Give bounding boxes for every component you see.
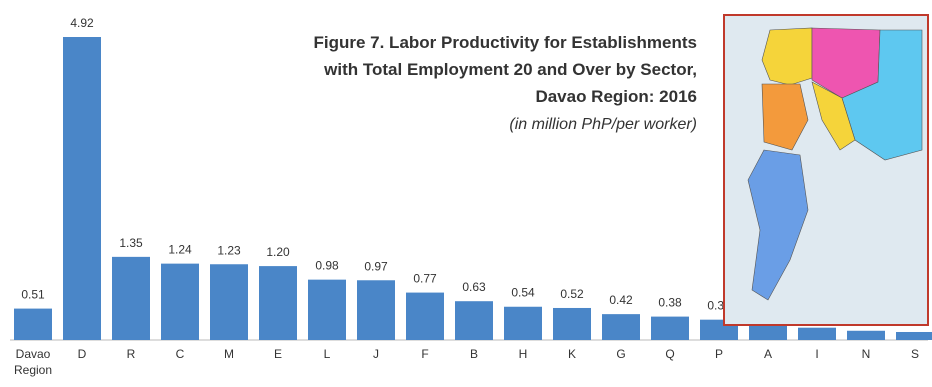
data-label: 0.38 bbox=[658, 296, 682, 310]
chart-title: Davao Region: 2016 bbox=[535, 87, 697, 106]
x-tick-label: S bbox=[911, 347, 919, 361]
x-tick-label: R bbox=[127, 347, 136, 361]
x-tick-label: F bbox=[421, 347, 428, 361]
bar bbox=[308, 279, 346, 340]
bar bbox=[63, 37, 101, 340]
x-tick-label: H bbox=[519, 347, 528, 361]
map-inset bbox=[723, 14, 929, 326]
bar bbox=[357, 280, 395, 340]
bar bbox=[259, 266, 297, 340]
data-label: 0.63 bbox=[462, 280, 486, 294]
bar bbox=[749, 324, 787, 340]
data-label: 0.51 bbox=[21, 288, 45, 302]
bar bbox=[14, 308, 52, 340]
x-tick-label: P bbox=[715, 347, 723, 361]
data-label: 1.24 bbox=[168, 243, 192, 257]
x-tick-label: E bbox=[274, 347, 282, 361]
bar bbox=[504, 306, 542, 340]
x-tick-label: G bbox=[616, 347, 625, 361]
x-tick-label: B bbox=[470, 347, 478, 361]
x-tick-label: C bbox=[176, 347, 185, 361]
x-tick-label: J bbox=[373, 347, 379, 361]
bar bbox=[455, 301, 493, 340]
bar bbox=[210, 264, 248, 340]
bar bbox=[847, 330, 885, 340]
x-tick-label: K bbox=[568, 347, 576, 361]
bar bbox=[112, 256, 150, 340]
x-tick-label: Q bbox=[665, 347, 674, 361]
data-label: 1.20 bbox=[266, 245, 290, 259]
bar bbox=[651, 316, 689, 340]
x-tick-label: I bbox=[815, 347, 818, 361]
data-label: 0.97 bbox=[364, 259, 388, 273]
chart-title: Figure 7. Labor Productivity for Establi… bbox=[313, 33, 697, 52]
bar bbox=[161, 263, 199, 340]
bar bbox=[896, 331, 932, 340]
bar bbox=[602, 314, 640, 340]
plot-area: 0.51 Davao Region 4.92 D 1.35 R 1.24 C 1.23 M 1.20 E… bbox=[10, 16, 932, 377]
data-label: 0.54 bbox=[511, 286, 535, 300]
data-label: 1.35 bbox=[119, 236, 143, 250]
x-tick-label: Davao Region bbox=[14, 347, 52, 377]
bar bbox=[553, 307, 591, 340]
data-label: 0.42 bbox=[609, 293, 633, 307]
chart-subtitle: (in million PhP/per worker) bbox=[509, 116, 697, 133]
data-label: 1.23 bbox=[217, 243, 241, 257]
data-label: 0.52 bbox=[560, 287, 584, 301]
x-tick-label: L bbox=[324, 347, 331, 361]
bar bbox=[406, 292, 444, 340]
data-label: 0.98 bbox=[315, 259, 339, 273]
x-tick-label: N bbox=[862, 347, 871, 361]
bar bbox=[798, 327, 836, 340]
chart-title: with Total Employment 20 and Over by Sec… bbox=[323, 60, 697, 79]
data-label: 0.77 bbox=[413, 272, 437, 286]
data-label: 4.92 bbox=[70, 16, 94, 30]
x-tick-label: M bbox=[224, 347, 234, 361]
x-tick-label: D bbox=[78, 347, 87, 361]
x-tick-label: A bbox=[764, 347, 772, 361]
